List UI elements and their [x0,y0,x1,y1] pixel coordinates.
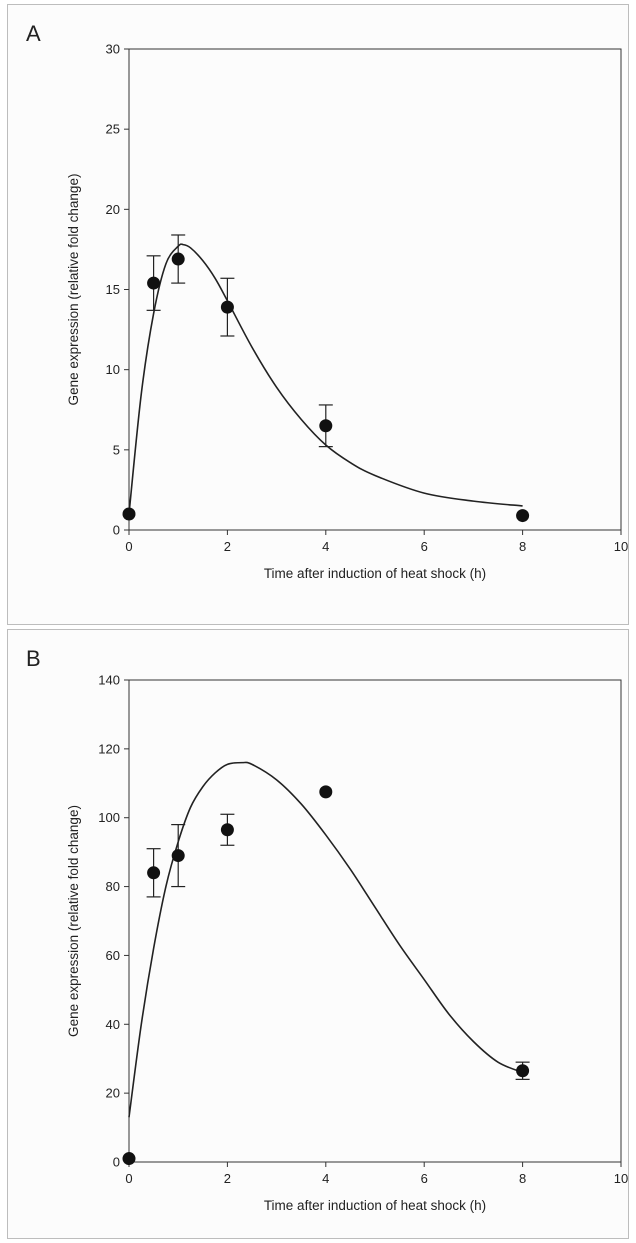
data-point [147,866,161,880]
x-tick-label: 2 [224,1171,231,1186]
y-tick-label: 20 [106,202,120,217]
x-tick-label: 2 [224,539,231,554]
x-tick-label: 4 [322,1171,329,1186]
y-tick-label: 40 [106,1017,120,1032]
y-tick-label: 10 [106,362,120,377]
x-tick-label: 0 [125,539,132,554]
chart-panel-a: A 0 2 4 6 8 10 0 5 10 15 20 25 30 Time after inductio… [7,4,629,625]
x-axis-label: Time after induction of heat shock (h) [264,566,486,581]
y-tick-label: 140 [98,673,120,688]
y-tick-label: 5 [113,442,120,457]
x-tick-label: 4 [322,539,329,554]
data-point [220,300,234,314]
plot-frame [128,48,622,531]
data-point [516,1064,530,1078]
y-tick-label: 100 [98,810,120,825]
fit-curve [128,243,523,515]
x-tick-label: 0 [125,1171,132,1186]
y-tick-label: 25 [106,122,120,137]
y-axis-label: Gene expression (relative fold change) [66,805,81,1037]
data-point [516,509,530,523]
x-tick-label: 8 [519,539,526,554]
y-tick-label: 15 [106,282,120,297]
panel-label-a: A [26,21,41,46]
y-tick-label: 80 [106,879,120,894]
y-tick-label: 60 [106,948,120,963]
x-tick-label: 8 [519,1171,526,1186]
y-tick-label: 0 [113,523,120,538]
x-tick-label: 10 [614,539,628,554]
data-point [122,1152,136,1166]
y-axis-label: Gene expression (relative fold change) [66,174,81,406]
x-tick-label: 10 [614,1171,628,1186]
y-tick-label: 120 [98,741,120,756]
chart-panel-b: B 0 2 4 6 8 10 0 20 40 60 80 100 120 140 Time after in… [7,629,629,1239]
chart-a-svg: 0 2 4 6 8 10 0 5 10 15 20 25 30 Time after induction … [66,42,628,582]
x-axis-label: Time after induction of heat shock (h) [264,1198,486,1213]
y-tick-label: 20 [106,1086,120,1101]
data-point [171,849,185,863]
panel-label-b: B [26,646,41,671]
plot-frame [128,679,622,1163]
fit-curve [128,761,523,1118]
data-point [319,785,333,799]
x-tick-label: 6 [421,539,428,554]
data-point [171,252,185,266]
y-tick-label: 0 [113,1155,120,1170]
data-point [147,276,161,290]
data-point [122,507,136,521]
data-point [220,823,234,837]
y-tick-label: 30 [106,42,120,57]
data-point [319,419,333,433]
x-tick-label: 6 [421,1171,428,1186]
